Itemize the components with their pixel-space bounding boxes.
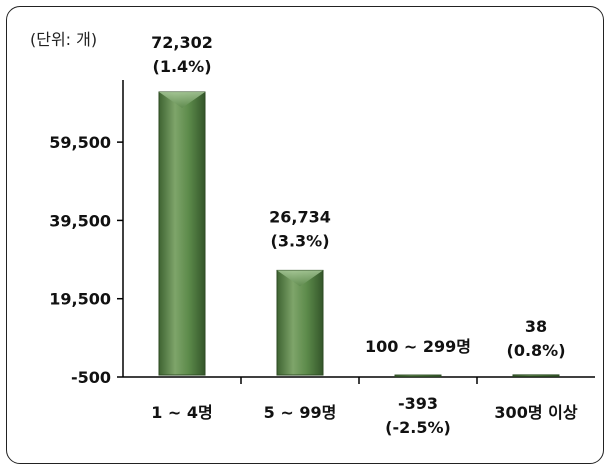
bar <box>394 374 442 378</box>
bar-body <box>394 374 442 378</box>
bar-body <box>158 91 206 376</box>
y-tick-label: 39,500 <box>49 211 111 230</box>
y-tick-label: 59,500 <box>49 133 111 152</box>
bar <box>276 269 324 376</box>
labels-group: 1 ~ 4명 72,302 (1.4%) 5 ~ 99명 26,734 (3.3%) 100… <box>151 33 578 437</box>
bar-body <box>512 374 560 377</box>
data-label-percent: (-2.5%) <box>385 418 451 437</box>
data-label-percent: (0.8%) <box>507 341 566 360</box>
data-label-value: 72,302 <box>151 33 213 52</box>
bar <box>512 374 560 377</box>
bars-group <box>158 91 560 378</box>
data-label-value: 38 <box>525 317 547 336</box>
data-label-value: 26,734 <box>269 207 331 226</box>
x-category-label: 100 ~ 299명 <box>365 337 471 356</box>
unit-label: (단위: 개) <box>30 30 98 49</box>
data-label-percent: (1.4%) <box>153 57 212 76</box>
chart-frame <box>6 6 604 464</box>
data-label-value: -393 <box>398 394 438 413</box>
x-category-label: 300명 이상 <box>494 403 577 422</box>
x-category-label: 5 ~ 99명 <box>264 403 337 422</box>
bar-bevel-cap <box>277 270 323 287</box>
x-category-label: 1 ~ 4명 <box>151 403 213 422</box>
data-label-percent: (3.3%) <box>271 231 330 250</box>
bar <box>158 91 206 376</box>
bar-bevel-cap <box>159 92 205 108</box>
bar-body <box>276 269 324 376</box>
chart-axes: -500 19,500 39,500 59,500 <box>49 80 595 387</box>
y-tick-label: -500 <box>71 368 111 387</box>
y-tick-label: 19,500 <box>49 290 111 309</box>
